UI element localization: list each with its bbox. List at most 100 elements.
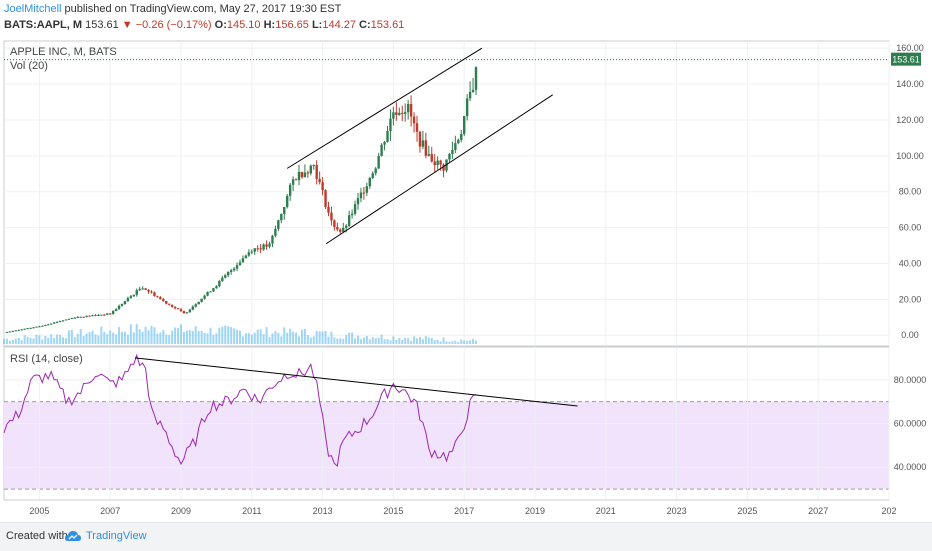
open-value: 145.10 — [226, 19, 261, 31]
candle-body — [271, 235, 274, 244]
candle-body — [347, 215, 351, 226]
volume-bar — [433, 340, 436, 344]
candle-body — [383, 141, 386, 145]
volume-bar — [147, 330, 150, 344]
candle-body — [280, 213, 283, 221]
volume-bar — [410, 340, 413, 344]
price-pane-title: APPLE INC, M, BATS — [10, 46, 117, 58]
chart-canvas[interactable]: APPLE INC, M, BATS Vol (20) 160.00 140.00… — [0, 38, 932, 522]
last-price-tag-text: 153.61 — [892, 55, 920, 65]
candle-body — [100, 314, 103, 316]
candle-body — [274, 228, 277, 236]
volume-bar — [306, 335, 309, 344]
volume-bar — [50, 334, 53, 344]
volume-bar — [162, 329, 165, 344]
candle-body — [147, 289, 150, 292]
candle-body — [170, 304, 174, 308]
candle-body — [232, 268, 236, 271]
candle-body — [374, 168, 377, 174]
volume-bar — [303, 328, 306, 344]
volume-bar — [292, 331, 295, 344]
candle-body — [283, 206, 286, 214]
candle-body — [265, 244, 268, 247]
price-tick-label: 20.00 — [899, 294, 922, 304]
volume-bar — [230, 327, 233, 344]
volume-bar — [41, 339, 44, 344]
volume-bar — [17, 338, 20, 344]
candle-body — [294, 179, 298, 181]
candle-body — [52, 322, 56, 324]
volume-bar — [53, 338, 56, 344]
open-label: O: — [214, 19, 227, 31]
volume-bar — [64, 338, 67, 344]
volume-bar — [26, 336, 29, 344]
high-label: H: — [263, 19, 276, 31]
candle-body — [200, 298, 203, 302]
rsi-trendline[interactable] — [134, 357, 578, 407]
volume-bar — [218, 327, 221, 344]
volume-bar — [76, 334, 79, 344]
tradingview-brand[interactable]: TradingView — [86, 530, 147, 542]
author-link[interactable]: JoelMitchell — [4, 3, 62, 15]
volume-bar — [97, 335, 100, 344]
candle-body — [26, 328, 29, 330]
candle-body — [277, 220, 280, 229]
candle-body — [38, 326, 41, 328]
volume-bar — [413, 336, 416, 344]
candle-body — [153, 292, 156, 297]
candle-body — [91, 315, 94, 317]
volume-bar — [82, 336, 85, 344]
candle-body — [188, 309, 192, 313]
candle-body — [17, 329, 20, 331]
candle-body — [398, 112, 401, 115]
rsi-axis[interactable]: 80.0000 60.0000 40.0000 — [894, 375, 927, 472]
candle-body — [404, 112, 407, 114]
candle-body — [427, 154, 430, 156]
volume-bar — [115, 334, 118, 344]
volume-bar — [345, 334, 348, 344]
rsi-band — [4, 401, 889, 490]
volume-bar — [56, 334, 59, 344]
volume-bar — [309, 337, 312, 344]
channel-upper-line[interactable] — [286, 47, 483, 169]
low-value: 144.27 — [322, 19, 356, 31]
volume-bar — [472, 338, 475, 344]
candle-body — [82, 316, 85, 318]
volume-bar — [277, 332, 280, 344]
price-grid — [4, 41, 890, 346]
candle-body — [395, 112, 398, 115]
candle-body — [123, 301, 127, 305]
candle-body — [227, 271, 230, 276]
price-axis[interactable]: 160.00 140.00 120.00 100.00 80.00 60.00 40.00 2… — [896, 43, 924, 340]
volume-bar — [241, 336, 244, 344]
time-axis[interactable]: 2005 2007 2009 2011 2013 2015 2017 2019 2021 2023… — [29, 506, 896, 516]
volume-label: Vol (20) — [10, 60, 48, 72]
price-tick-label: 0.00 — [901, 330, 919, 340]
candle-body — [386, 131, 389, 142]
volume-bar — [150, 325, 153, 344]
candle-body — [424, 140, 428, 156]
candle-body — [185, 312, 189, 314]
candle-body — [318, 178, 321, 183]
price-tick-label: 140.00 — [896, 79, 924, 89]
candle-body — [64, 319, 68, 321]
candle-body — [73, 317, 76, 319]
candle-body — [135, 290, 138, 295]
candle-body — [70, 318, 74, 320]
time-tick-label: 2025 — [737, 506, 757, 516]
volume-bar — [29, 337, 32, 344]
candle-body — [268, 243, 271, 247]
volume-bar — [424, 336, 427, 344]
candle-body — [173, 307, 177, 309]
volume-bar — [365, 336, 368, 344]
time-tick-label: 2027 — [808, 506, 828, 516]
candle-body — [303, 172, 307, 178]
candle-body — [463, 116, 466, 134]
volume-bar — [244, 333, 247, 344]
candle-body — [262, 244, 265, 250]
channel-lower-line[interactable] — [325, 94, 553, 245]
volume-bar — [359, 339, 362, 344]
volume-bar — [268, 337, 271, 344]
candle-body — [162, 299, 165, 301]
price-tick-label: 160.00 — [896, 43, 924, 53]
